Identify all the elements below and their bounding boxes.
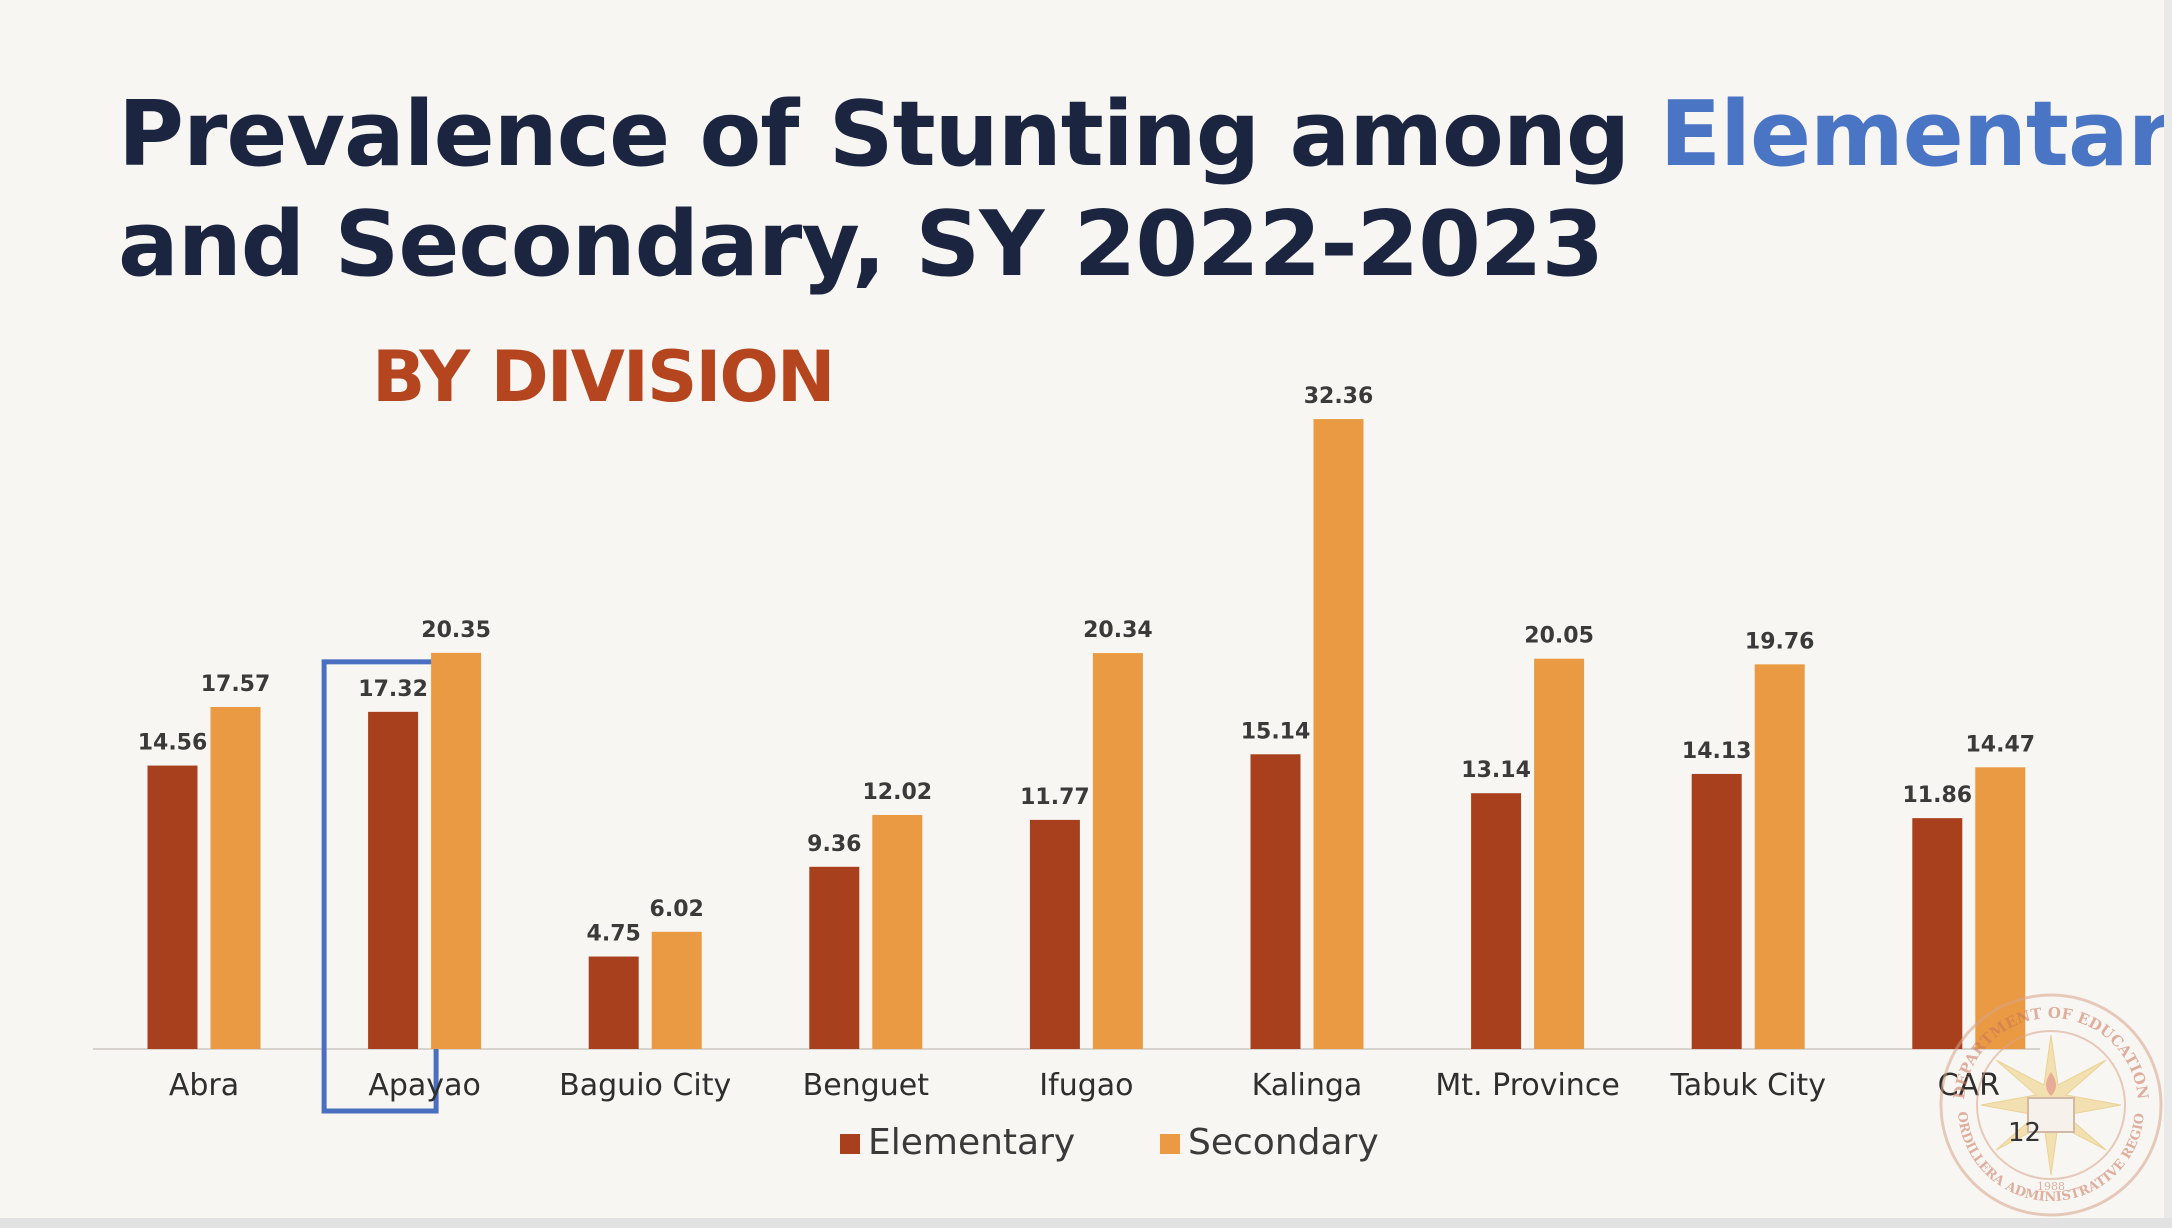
bar-elementary-baguio-city — [588, 956, 639, 1049]
slide-number: 12 — [2008, 1118, 2042, 1148]
data-label-elementary-abra: 14.56 — [138, 731, 208, 756]
data-label-secondary-car: 14.47 — [1966, 732, 2036, 757]
data-label-elementary-mt-province: 13.14 — [1461, 758, 1531, 783]
bar-secondary-kalinga — [1313, 419, 1364, 1049]
category-label-kalinga: Kalinga — [1252, 1068, 1363, 1103]
category-label-apayao: Apayao — [368, 1068, 480, 1103]
category-label-tabuk-city: Tabuk City — [1669, 1068, 1826, 1103]
bar-elementary-mt-province — [1471, 793, 1522, 1049]
category-label-car: CAR — [1938, 1068, 2000, 1103]
data-label-elementary-ifugao: 11.77 — [1020, 785, 1090, 810]
bar-elementary-car — [1912, 818, 1963, 1049]
data-label-secondary-baguio-city: 6.02 — [650, 897, 704, 922]
data-label-secondary-apayao: 20.35 — [421, 618, 491, 643]
data-label-secondary-ifugao: 20.34 — [1083, 618, 1153, 643]
bottom-edge — [0, 1218, 2172, 1228]
bar-secondary-benguet — [872, 815, 923, 1049]
window-edge — [2164, 0, 2172, 1228]
deped-seal-icon: DEPARTMENT OF EDUCATION CORDILLERA ADMIN… — [1936, 990, 2163, 1217]
category-label-baguio-city: Baguio City — [559, 1068, 731, 1103]
bar-elementary-apayao — [368, 711, 419, 1049]
legend-label-elementary: Elementary — [868, 1122, 1075, 1163]
bar-elementary-kalinga — [1250, 754, 1301, 1049]
bar-secondary-apayao — [431, 652, 482, 1049]
data-label-elementary-tabuk-city: 14.13 — [1682, 739, 1752, 764]
page-title-line-1: Prevalence of Stunting among Elementary — [118, 82, 2172, 187]
data-label-elementary-car: 11.86 — [1903, 783, 1973, 808]
bar-elementary-tabuk-city — [1691, 773, 1742, 1049]
category-label-abra: Abra — [169, 1068, 239, 1103]
bar-secondary-mt-province — [1534, 658, 1585, 1049]
bar-secondary-baguio-city — [651, 931, 702, 1049]
bar-secondary-ifugao — [1092, 653, 1143, 1049]
legend-swatch-secondary — [1160, 1134, 1180, 1154]
data-label-secondary-kalinga: 32.36 — [1304, 384, 1374, 409]
data-label-secondary-mt-province: 20.05 — [1524, 624, 1594, 649]
page-title-line-2: and Secondary, SY 2022-2023 — [118, 192, 1604, 297]
category-label-ifugao: Ifugao — [1039, 1068, 1133, 1103]
chart-subtitle: BY DIVISION — [372, 336, 836, 418]
data-label-secondary-abra: 17.57 — [201, 672, 271, 697]
title-highlight: Elementary — [1659, 82, 2172, 187]
legend-label-secondary: Secondary — [1188, 1122, 1379, 1163]
title-text: Prevalence of Stunting among — [118, 82, 1660, 187]
bar-elementary-benguet — [809, 866, 860, 1049]
data-label-elementary-benguet: 9.36 — [807, 832, 861, 857]
bar-elementary-ifugao — [1029, 819, 1080, 1049]
data-label-elementary-apayao: 17.32 — [358, 677, 428, 702]
data-label-secondary-tabuk-city: 19.76 — [1745, 629, 1815, 654]
category-label-mt-province: Mt. Province — [1435, 1068, 1619, 1103]
bar-elementary-abra — [147, 765, 198, 1049]
bar-secondary-abra — [210, 706, 261, 1049]
category-label-benguet: Benguet — [803, 1068, 930, 1103]
data-label-elementary-kalinga: 15.14 — [1241, 719, 1311, 744]
data-label-elementary-baguio-city: 4.75 — [587, 922, 641, 947]
bar-secondary-car — [1975, 767, 2026, 1049]
data-label-secondary-benguet: 12.02 — [863, 780, 933, 805]
seal-year: 1988 — [2037, 1180, 2065, 1193]
bar-secondary-tabuk-city — [1754, 664, 1805, 1049]
legend-swatch-elementary — [840, 1134, 860, 1154]
